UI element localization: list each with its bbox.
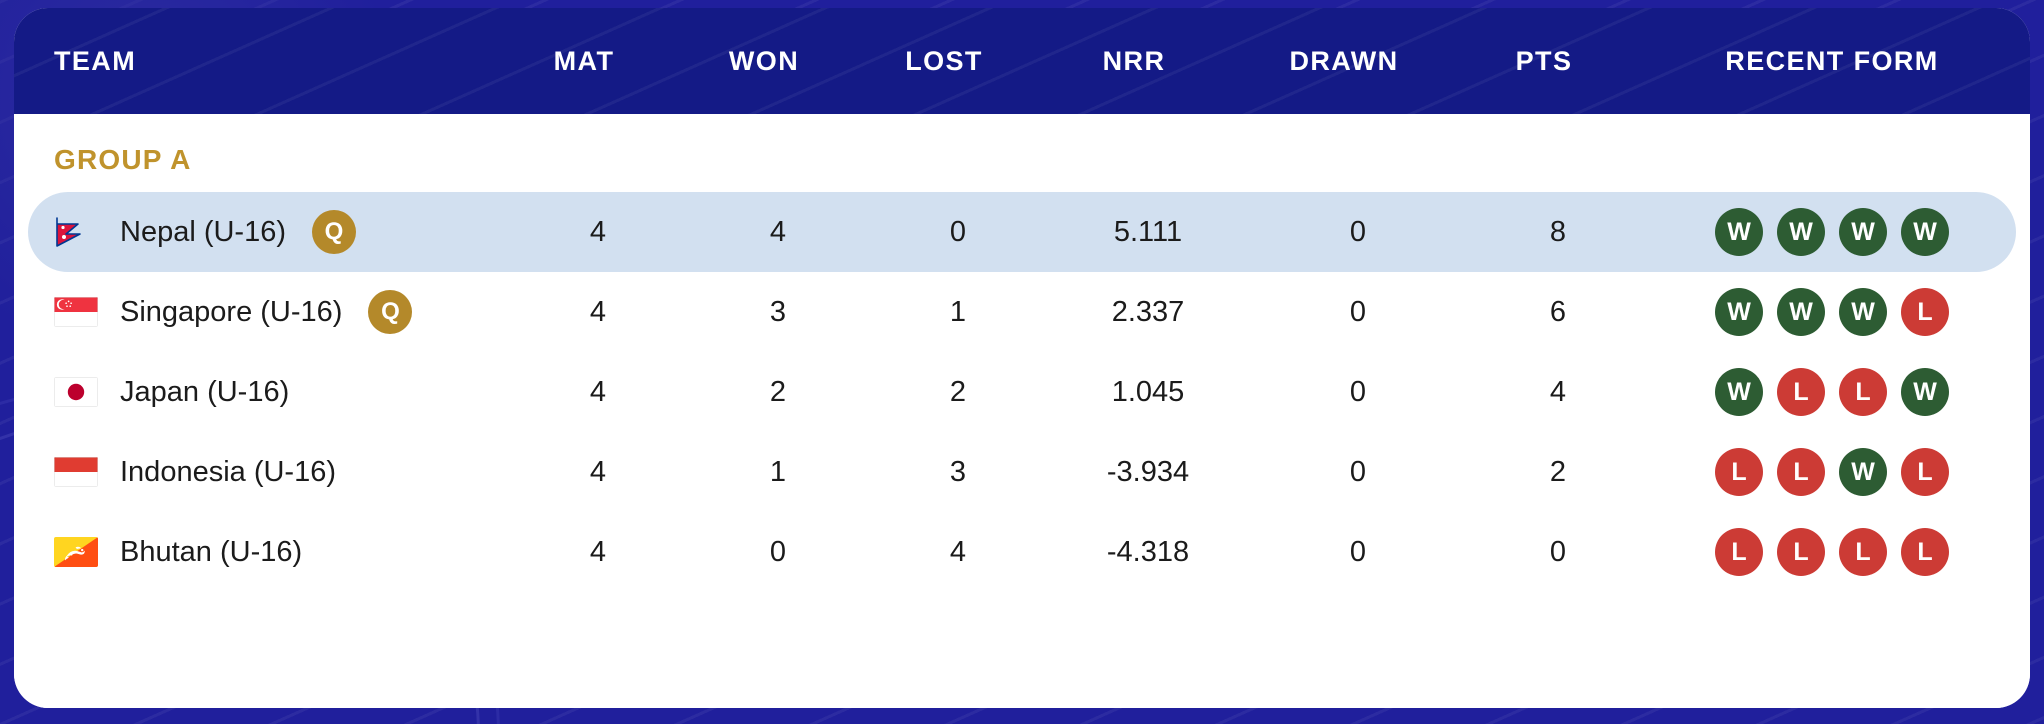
form-badge-win[interactable]: W	[1715, 208, 1763, 256]
table-row[interactable]: Nepal (U-16) Q 4 4 0 5.111 0 8 W W W W	[28, 192, 2016, 272]
indonesia-flag	[54, 457, 98, 487]
table-row[interactable]: Indonesia (U-16) 4 1 3 -3.934 0 2 L L W L	[28, 432, 2016, 512]
cell-nrr: -3.934	[1106, 455, 1190, 488]
form-badge-loss[interactable]: L	[1901, 528, 1949, 576]
table-row[interactable]: Bhutan (U-16) 4 0 4 -4.318 0 0 L L L L	[28, 512, 2016, 592]
form-badge-win[interactable]: W	[1777, 288, 1825, 336]
cell-pts: 0	[1549, 535, 1567, 568]
form-badge-win[interactable]: W	[1839, 448, 1887, 496]
form-badge-win[interactable]: W	[1901, 368, 1949, 416]
form-badge-loss[interactable]: L	[1777, 448, 1825, 496]
cell-won: 3	[769, 295, 787, 328]
cell-drawn: 0	[1349, 375, 1367, 408]
cell-pts: 4	[1549, 375, 1567, 408]
standings-table-card: TEAM MAT WON LOST NRR DRAWN PTS RECENT F…	[14, 8, 2030, 708]
form-badge-loss[interactable]: L	[1777, 368, 1825, 416]
cell-mat: 4	[589, 535, 607, 568]
column-header-recent-form: RECENT FORM	[1725, 45, 1939, 76]
cell-drawn: 0	[1349, 535, 1367, 568]
table-header: TEAM MAT WON LOST NRR DRAWN PTS RECENT F…	[14, 8, 2030, 114]
team-cell[interactable]: Indonesia (U-16)	[28, 450, 508, 494]
qualified-badge[interactable]: Q	[368, 290, 413, 334]
japan-flag	[54, 377, 98, 407]
cell-lost: 0	[949, 215, 967, 248]
column-header-team[interactable]: TEAM	[54, 45, 137, 76]
table-body: GROUP A Nepal (U-16) Q 4 4 0 5.111 0 8 W W W W Sing…	[14, 114, 2030, 708]
qualified-badge[interactable]: Q	[312, 210, 356, 254]
column-header-pts[interactable]: PTS	[1515, 45, 1573, 76]
form-badge-win[interactable]: W	[1715, 368, 1763, 416]
form-badge-loss[interactable]: L	[1901, 288, 1949, 336]
cell-mat: 4	[589, 455, 607, 488]
team-name: Singapore (U-16)	[120, 295, 343, 328]
cell-pts: 6	[1549, 295, 1567, 328]
cell-pts: 8	[1549, 215, 1567, 248]
form-badge-win[interactable]: W	[1777, 208, 1825, 256]
form-badge-win[interactable]: W	[1901, 208, 1949, 256]
team-name: Bhutan (U-16)	[120, 535, 303, 568]
form-badge-win[interactable]: W	[1839, 288, 1887, 336]
form-badge-win[interactable]: W	[1715, 288, 1763, 336]
cell-lost: 4	[949, 535, 967, 568]
nepal-flag	[54, 217, 98, 247]
form-badge-loss[interactable]: L	[1777, 528, 1825, 576]
form-badge-loss[interactable]: L	[1715, 448, 1763, 496]
team-cell[interactable]: Nepal (U-16) Q	[28, 210, 508, 254]
team-name: Indonesia (U-16)	[120, 455, 336, 488]
team-name: Japan (U-16)	[120, 375, 290, 408]
cell-nrr: 2.337	[1111, 295, 1185, 328]
column-header-mat[interactable]: MAT	[553, 45, 615, 76]
team-name: Nepal (U-16)	[120, 215, 286, 248]
table-row[interactable]: Singapore (U-16) Q 4 3 1 2.337 0 6 W W W L	[28, 272, 2016, 352]
table-header-row: TEAM MAT WON LOST NRR DRAWN PTS RECENT F…	[14, 8, 2030, 114]
bhutan-flag	[54, 537, 98, 567]
cell-mat: 4	[589, 375, 607, 408]
cell-won: 0	[769, 535, 787, 568]
team-cell[interactable]: Singapore (U-16) Q	[28, 290, 508, 334]
cell-drawn: 0	[1349, 295, 1367, 328]
team-cell[interactable]: Japan (U-16)	[28, 370, 508, 414]
form-badge-loss[interactable]: L	[1839, 528, 1887, 576]
cell-nrr: 5.111	[1113, 215, 1183, 248]
cell-won: 1	[769, 455, 787, 488]
team-cell[interactable]: Bhutan (U-16)	[28, 530, 508, 574]
cell-pts: 2	[1549, 455, 1567, 488]
form-badge-loss[interactable]: L	[1901, 448, 1949, 496]
form-badge-loss[interactable]: L	[1715, 528, 1763, 576]
column-header-drawn[interactable]: DRAWN	[1289, 45, 1399, 76]
cell-lost: 2	[949, 375, 967, 408]
cell-won: 2	[769, 375, 787, 408]
form-badge-loss[interactable]: L	[1839, 368, 1887, 416]
column-header-lost[interactable]: LOST	[905, 45, 983, 76]
standings-rows: Nepal (U-16) Q 4 4 0 5.111 0 8 W W W W Singapore (U…	[14, 192, 2030, 592]
group-label: GROUP A	[54, 144, 192, 175]
singapore-flag	[54, 297, 98, 327]
cell-drawn: 0	[1349, 455, 1367, 488]
cell-drawn: 0	[1349, 215, 1367, 248]
cell-mat: 4	[589, 215, 607, 248]
cell-lost: 1	[949, 295, 967, 328]
form-badge-win[interactable]: W	[1839, 208, 1887, 256]
cell-nrr: -4.318	[1106, 535, 1190, 568]
cell-won: 4	[769, 215, 787, 248]
column-header-nrr[interactable]: NRR	[1102, 45, 1166, 76]
table-row[interactable]: Japan (U-16) 4 2 2 1.045 0 4 W L L W	[28, 352, 2016, 432]
cell-mat: 4	[589, 295, 607, 328]
cell-nrr: 1.045	[1111, 375, 1185, 408]
column-header-won[interactable]: WON	[728, 45, 800, 76]
cell-lost: 3	[949, 455, 967, 488]
